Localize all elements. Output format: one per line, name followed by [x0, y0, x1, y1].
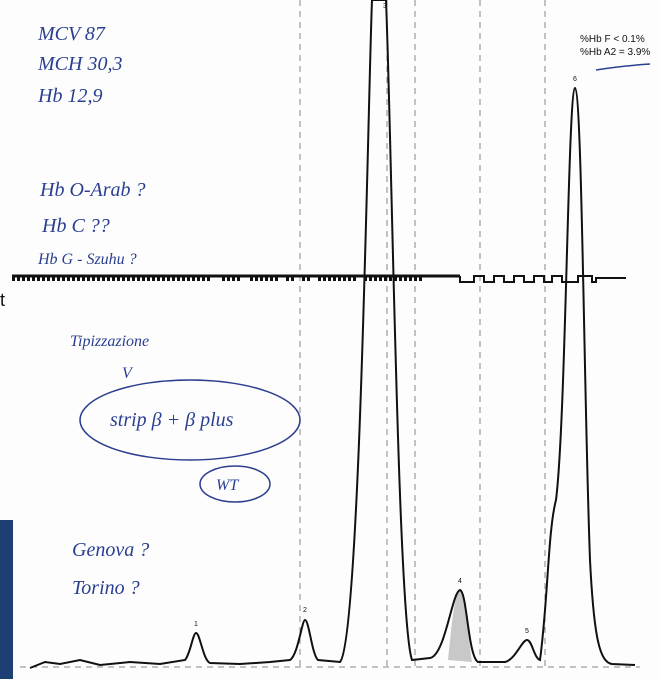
peak-label: 5	[525, 628, 529, 635]
note: strip β + β plus	[110, 409, 234, 431]
note: Torino ?	[72, 577, 140, 599]
note: Genova ?	[72, 539, 149, 561]
peak-label: 2	[303, 607, 307, 614]
note: Hb O-Arab ?	[39, 179, 146, 201]
note: MCV 87	[37, 23, 106, 45]
peak-label: 1	[194, 621, 198, 628]
note: MCH 30,3	[37, 53, 122, 75]
note: Tipizzazione	[70, 333, 149, 350]
scanned-report: 1 2 3 4 5 6 %Hb F < 0.1% %Hb A2 = 3.9% t…	[0, 0, 659, 679]
peak-label: 3	[383, 3, 387, 10]
note: Hb 12,9	[37, 85, 102, 107]
edge-block	[0, 520, 13, 679]
margin-text: t	[0, 290, 5, 310]
note: Hb C ??	[41, 215, 110, 237]
hbf-result: %Hb F < 0.1%	[580, 34, 645, 45]
peak-label: 4	[458, 578, 462, 585]
note: Hb G - Szuhu ?	[37, 251, 137, 268]
peak-label: 6	[573, 76, 577, 83]
note: WT	[216, 477, 239, 494]
hba2-result: %Hb A2 = 3.9%	[580, 47, 650, 58]
